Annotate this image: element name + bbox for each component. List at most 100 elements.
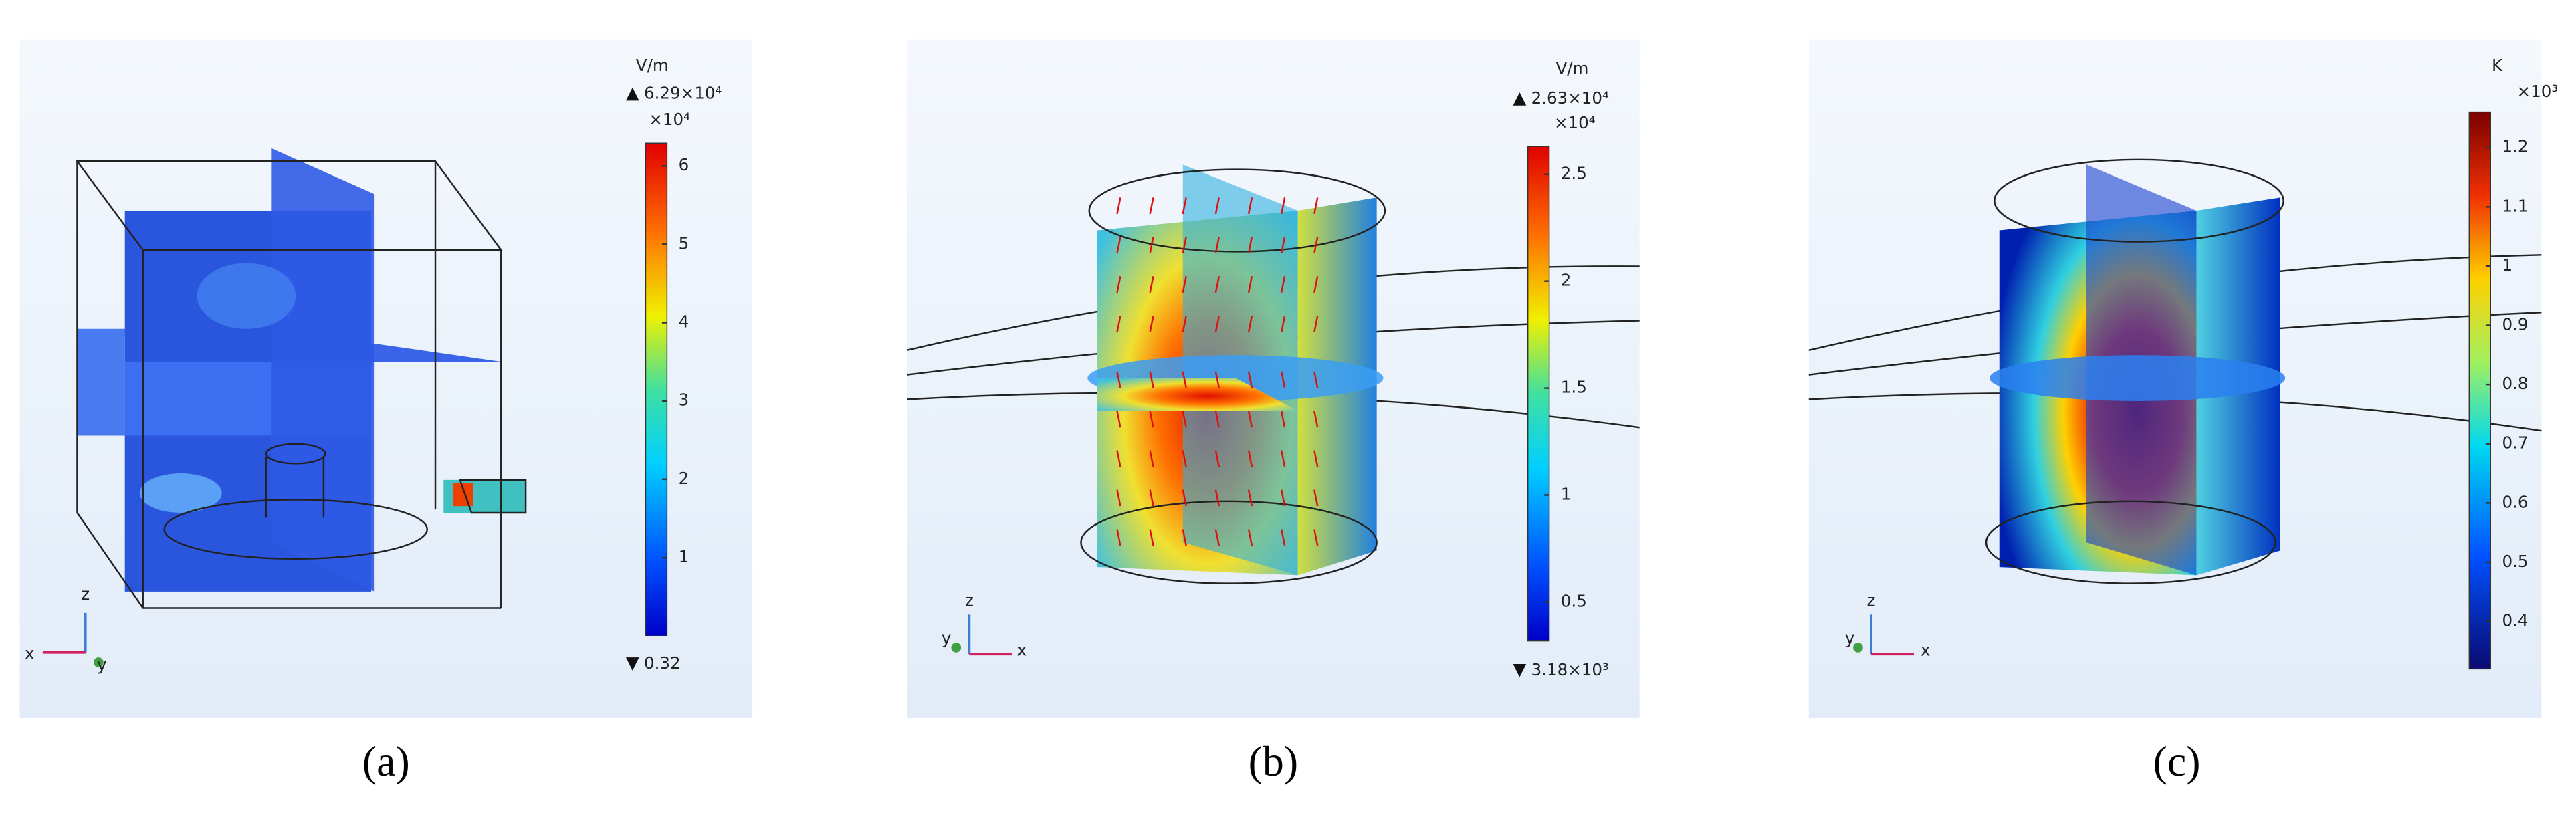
- field-arrow: [1280, 529, 1286, 546]
- field-arrow: [1280, 276, 1286, 294]
- field-arrow: [1214, 276, 1220, 294]
- field-arrow: [1182, 197, 1187, 215]
- colorbar-tick-label: 1: [679, 547, 689, 566]
- axis-y: [951, 643, 962, 653]
- colorbar-max: 2.63×10⁴: [1531, 88, 1609, 108]
- colorbar-tick-label: 5: [679, 233, 689, 253]
- max-marker: [625, 87, 639, 101]
- colorbar: [2468, 111, 2491, 670]
- field-arrow: [1313, 315, 1319, 333]
- scene-c: [1808, 158, 2542, 584]
- field-arrow: [1182, 315, 1187, 333]
- colorbar: [645, 142, 668, 636]
- field-arrow: [1116, 450, 1121, 467]
- field-arrow: [1247, 237, 1253, 254]
- field-arrow: [1182, 237, 1187, 254]
- field-arrow: [1247, 489, 1253, 507]
- max-marker: [1513, 92, 1527, 106]
- field-arrow: [1149, 315, 1154, 333]
- axis-label-y: y: [942, 628, 952, 648]
- field-arrow: [1280, 197, 1286, 215]
- field-arrow: [1280, 450, 1286, 467]
- axis-label-x: x: [1921, 640, 1931, 659]
- colorbar-tick-label: 2: [679, 469, 689, 488]
- field-arrow: [1280, 411, 1286, 428]
- colorbar-tick-label: 6: [679, 155, 689, 174]
- field-arrow: [1116, 197, 1121, 215]
- field-arrow: [1214, 450, 1220, 467]
- colorbar-tick-label: 3: [679, 390, 689, 410]
- panel-label: (b): [1249, 737, 1298, 785]
- colorbar-min: 3.18×10³: [1531, 660, 1609, 679]
- field-arrow: [1116, 489, 1121, 507]
- axis-label-z: z: [1867, 591, 1876, 610]
- field-arrow: [1313, 276, 1319, 294]
- field-arrow: [1247, 371, 1253, 388]
- field-arrow: [1116, 529, 1121, 546]
- colorbar-tick-label: 2: [1561, 271, 1572, 290]
- field-arrow: [1247, 315, 1253, 333]
- colorbar-unit: K: [2492, 55, 2503, 75]
- field-arrow: [1214, 411, 1220, 428]
- field-arrow: [1247, 411, 1253, 428]
- field-arrow: [1182, 529, 1187, 546]
- field-arrow: [1247, 276, 1253, 294]
- colorbar: [1527, 146, 1550, 642]
- field-arrow: [1313, 371, 1319, 388]
- colorbar-multiplier: ×10⁴: [1554, 113, 1596, 132]
- field-arrow: [1182, 411, 1187, 428]
- field-arrow: [1214, 315, 1220, 333]
- field-arrow: [1214, 197, 1220, 215]
- axis-y: [94, 657, 104, 667]
- colorbar-tick-label: 4: [679, 312, 689, 332]
- colorbar-tick-label: 1: [1561, 484, 1572, 503]
- panel-label: (c): [2153, 737, 2201, 785]
- colorbar-tick-label: 0.7: [2502, 433, 2528, 453]
- colorbar-tick-label: 0.5: [1561, 591, 1587, 610]
- colorbar-tick-label: 0.5: [2502, 552, 2528, 571]
- field-arrow: [1313, 489, 1319, 507]
- colorbar-tick-label: 2.5: [1561, 164, 1587, 183]
- axis-label-z: z: [965, 591, 974, 610]
- colorbar-tick-label: 0.9: [2502, 315, 2528, 334]
- field-arrow: [1149, 237, 1154, 254]
- colorbar-tick-label: 0.8: [2502, 374, 2528, 393]
- min-marker: [1513, 664, 1527, 677]
- field-arrow: [1149, 197, 1154, 215]
- field-arrow: [1116, 371, 1121, 388]
- field-arrow: [1149, 450, 1154, 467]
- colorbar-multiplier: ×10³: [2517, 82, 2559, 101]
- scene-a: [76, 148, 527, 609]
- field-arrow: [1280, 489, 1286, 507]
- axis-label-x: x: [25, 643, 35, 663]
- field-arrow: [1313, 529, 1319, 546]
- field-arrow: [1247, 197, 1253, 215]
- field-arrow: [1313, 237, 1319, 254]
- field-arrow: [1116, 237, 1121, 254]
- field-arrow: [1247, 450, 1253, 467]
- field-arrow: [1149, 276, 1154, 294]
- field-arrow: [1116, 276, 1121, 294]
- colorbar-unit: V/m: [636, 55, 669, 75]
- field-arrow: [1214, 529, 1220, 546]
- field-arrow: [1149, 411, 1154, 428]
- field-arrow: [1116, 315, 1121, 333]
- field-arrow: [1182, 276, 1187, 294]
- field-arrow: [1149, 489, 1154, 507]
- field-arrow: [1182, 371, 1187, 388]
- field-arrow: [1182, 450, 1187, 467]
- min-marker: [625, 657, 639, 671]
- field-arrow: [1247, 529, 1253, 546]
- panel-label: (a): [362, 737, 410, 785]
- field-arrow: [1149, 529, 1154, 546]
- field-arrow: [1313, 450, 1319, 467]
- colorbar-unit: V/m: [1556, 59, 1589, 78]
- axis-label-x: x: [1017, 640, 1027, 659]
- axis-y: [1853, 643, 1863, 653]
- field-arrow: [1313, 411, 1319, 428]
- colorbar-tick-label: 0.4: [2502, 610, 2528, 630]
- colorbar-tick-label: 1.5: [1561, 378, 1587, 397]
- colorbar-min: 0.32: [644, 653, 681, 673]
- colorbar-multiplier: ×10⁴: [649, 110, 690, 129]
